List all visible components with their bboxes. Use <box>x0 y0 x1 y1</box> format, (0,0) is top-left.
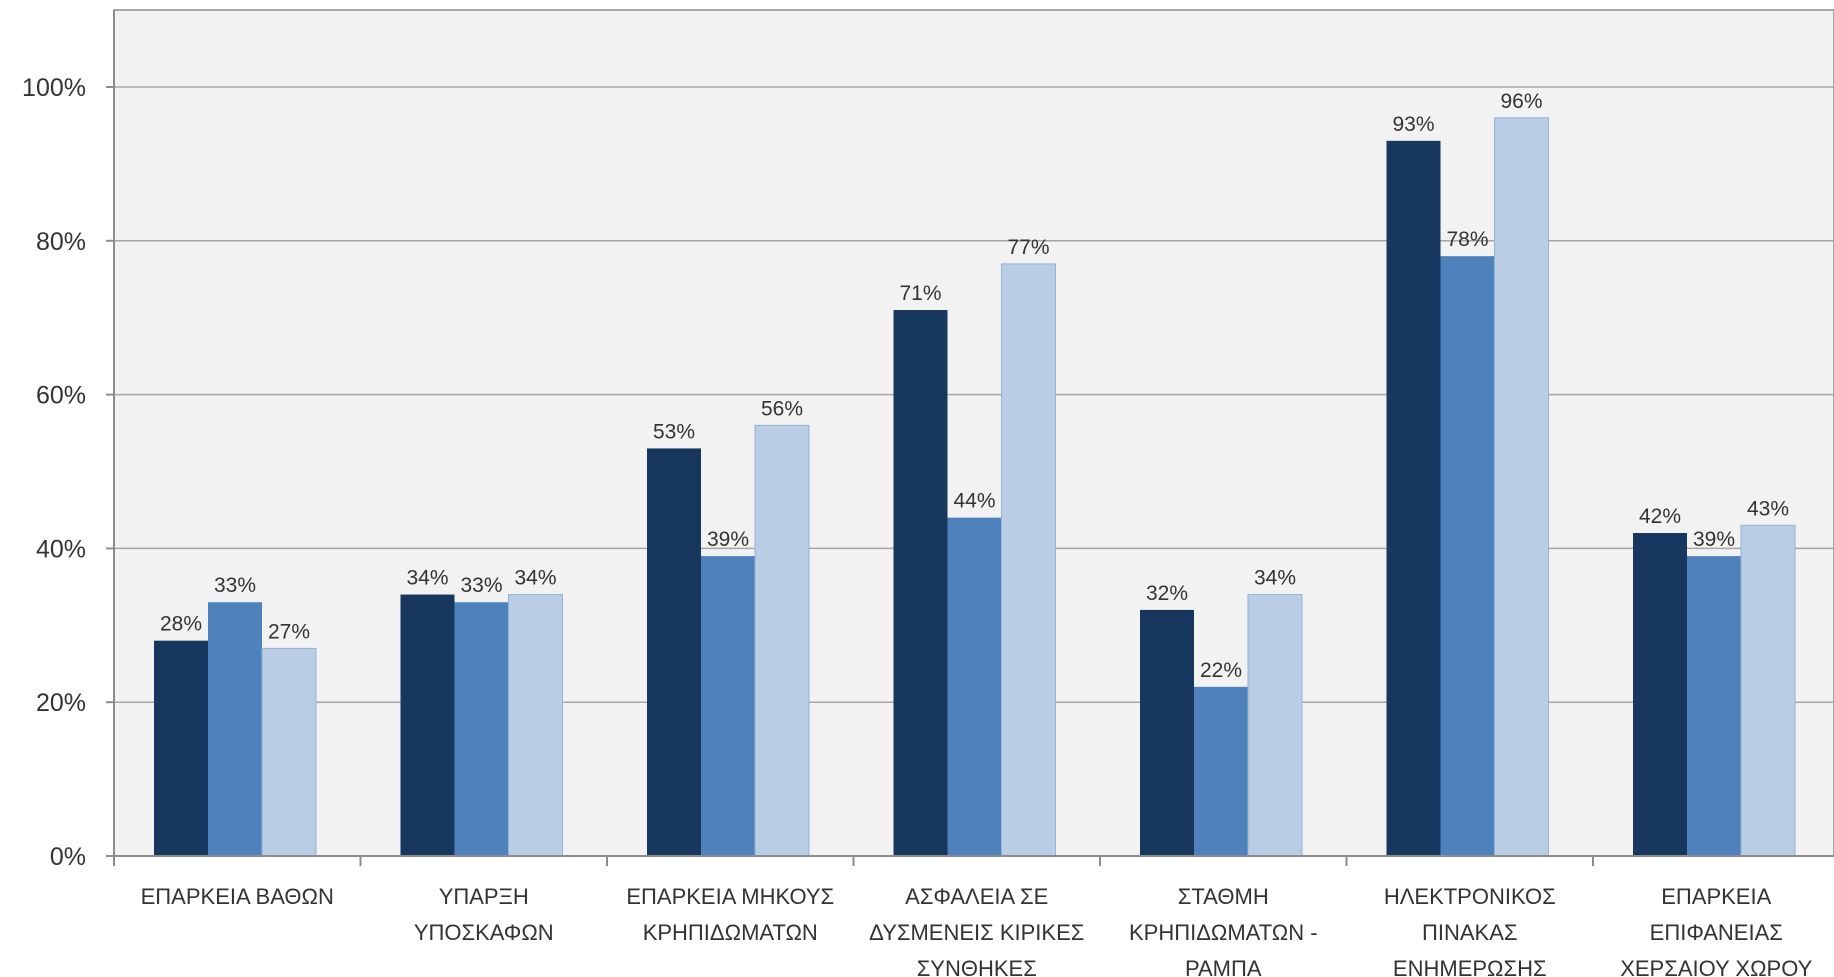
data-label: 34% <box>406 567 448 590</box>
bar-series-1 <box>1140 609 1194 856</box>
bar-series-1 <box>893 310 948 856</box>
category-label: ΥΠΑΡΞΗ ΥΠΟΣΚΑΦΩΝ <box>414 884 554 945</box>
bar-series-1 <box>400 594 455 856</box>
y-tick-label: 0% <box>50 843 86 871</box>
data-label: 28% <box>160 613 202 636</box>
data-label: 27% <box>268 620 310 643</box>
data-label: 33% <box>460 574 502 597</box>
data-label: 42% <box>1639 505 1681 528</box>
data-label: 71% <box>899 282 941 305</box>
category-label: ΣΤΑΘΜΗ ΚΡΗΠΙΔΩΜΑΤΩΝ -ΡΑΜΠΑ <box>1129 884 1318 977</box>
bar-series-3 <box>1001 263 1056 857</box>
data-label: 22% <box>1200 659 1242 682</box>
bar-series-2 <box>701 556 755 856</box>
bar-series-3 <box>508 594 563 857</box>
category-label: ΕΠΑΡΚΕΙΑ ΜΗΚΟΥΣ ΚΡΗΠΙΔΩΜΑΤΩΝ <box>626 884 834 945</box>
bar-series-2 <box>1194 686 1248 856</box>
data-label: 53% <box>653 420 695 443</box>
bar-series-2 <box>1687 556 1741 856</box>
data-label: 34% <box>1254 567 1296 590</box>
bar-series-2 <box>1440 256 1495 856</box>
data-label: 77% <box>1007 236 1049 259</box>
data-label: 93% <box>1392 113 1434 136</box>
x-category-labels: ΕΠΑΡΚΕΙΑ ΒΑΘΩΝ ΥΠΑΡΞΗ ΥΠΟΣΚΑΦΩΝ ΕΠΑΡΚΕΙΑ ΜΗ… <box>141 884 1813 977</box>
bar-series-3 <box>1740 524 1796 857</box>
data-label: 78% <box>1446 228 1488 251</box>
data-label: 34% <box>514 567 556 590</box>
category-label: ΑΣΦΑΛΕΙΑ ΣΕ ΔΥΣΜΕΝΕΙΣ ΚΙΡΙΚΕΣ ΣΥΝΘΗΚΕΣ <box>869 884 1084 977</box>
data-label: 39% <box>707 528 749 551</box>
y-tick-labels: 0% 20% 40% 60% 80% 100% <box>22 74 86 871</box>
y-tick-label: 100% <box>22 74 86 102</box>
category-label: ΕΠΑΡΚΕΙΑ ΒΑΘΩΝ <box>141 884 334 909</box>
data-label: 96% <box>1500 90 1542 113</box>
bar-series-2 <box>454 602 509 856</box>
y-tick-label: 20% <box>36 689 86 717</box>
data-label: 44% <box>953 490 995 513</box>
data-label: 56% <box>761 397 803 420</box>
bar-series-2 <box>947 517 1002 856</box>
data-label: 43% <box>1747 497 1789 520</box>
bar-series-3 <box>754 424 810 857</box>
bars <box>154 117 1796 857</box>
bar-series-1 <box>1386 140 1441 856</box>
bar-series-1 <box>154 640 208 856</box>
data-label: 39% <box>1693 528 1735 551</box>
y-tick-label: 80% <box>36 228 86 256</box>
bar-series-1 <box>1633 533 1687 856</box>
data-label: 32% <box>1146 582 1188 605</box>
bar-series-2 <box>208 602 262 856</box>
bar-series-3 <box>1247 594 1303 857</box>
category-label: ΗΛΕΚΤΡΟΝΙΚΟΣ ΠΙΝΑΚΑΣ ΕΝΗΜΕΡΩΣΗΣ <box>1384 884 1556 977</box>
bar-series-1 <box>647 448 701 856</box>
category-label: ΕΠΑΡΚΕΙΑ ΕΠΙΦΑΝΕΙΑΣ ΧΕΡΣΑΙΟΥ ΧΩΡΟΥ <box>1620 884 1812 977</box>
data-labels: 28% 34% 53% 71% 32% 93% 42% 33% 33% 39% 44% 22% 78% 3… <box>160 90 1789 682</box>
bar-series-3 <box>1494 117 1549 857</box>
y-tick-label: 40% <box>36 535 86 563</box>
data-label: 33% <box>214 574 256 597</box>
axes <box>106 10 1834 866</box>
bar-series-3 <box>261 647 317 857</box>
y-tick-label: 60% <box>36 382 86 410</box>
